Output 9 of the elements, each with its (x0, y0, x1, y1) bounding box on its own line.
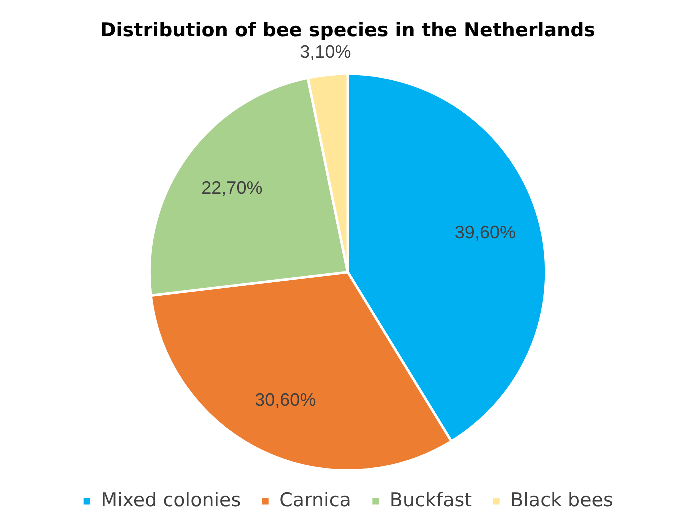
data-label: 39,60% (454, 222, 516, 243)
legend-label: Black bees (510, 489, 614, 512)
data-label: 30,60% (255, 390, 316, 410)
data-label: 22,70% (202, 178, 263, 198)
legend-label: Mixed colonies (101, 489, 242, 512)
chart-title: Distribution of bee species in the Netherlands (100, 19, 596, 42)
data-label: 3,10% (300, 42, 352, 62)
legend-label: Buckfast (390, 489, 472, 512)
legend-label: Carnica (280, 489, 352, 512)
